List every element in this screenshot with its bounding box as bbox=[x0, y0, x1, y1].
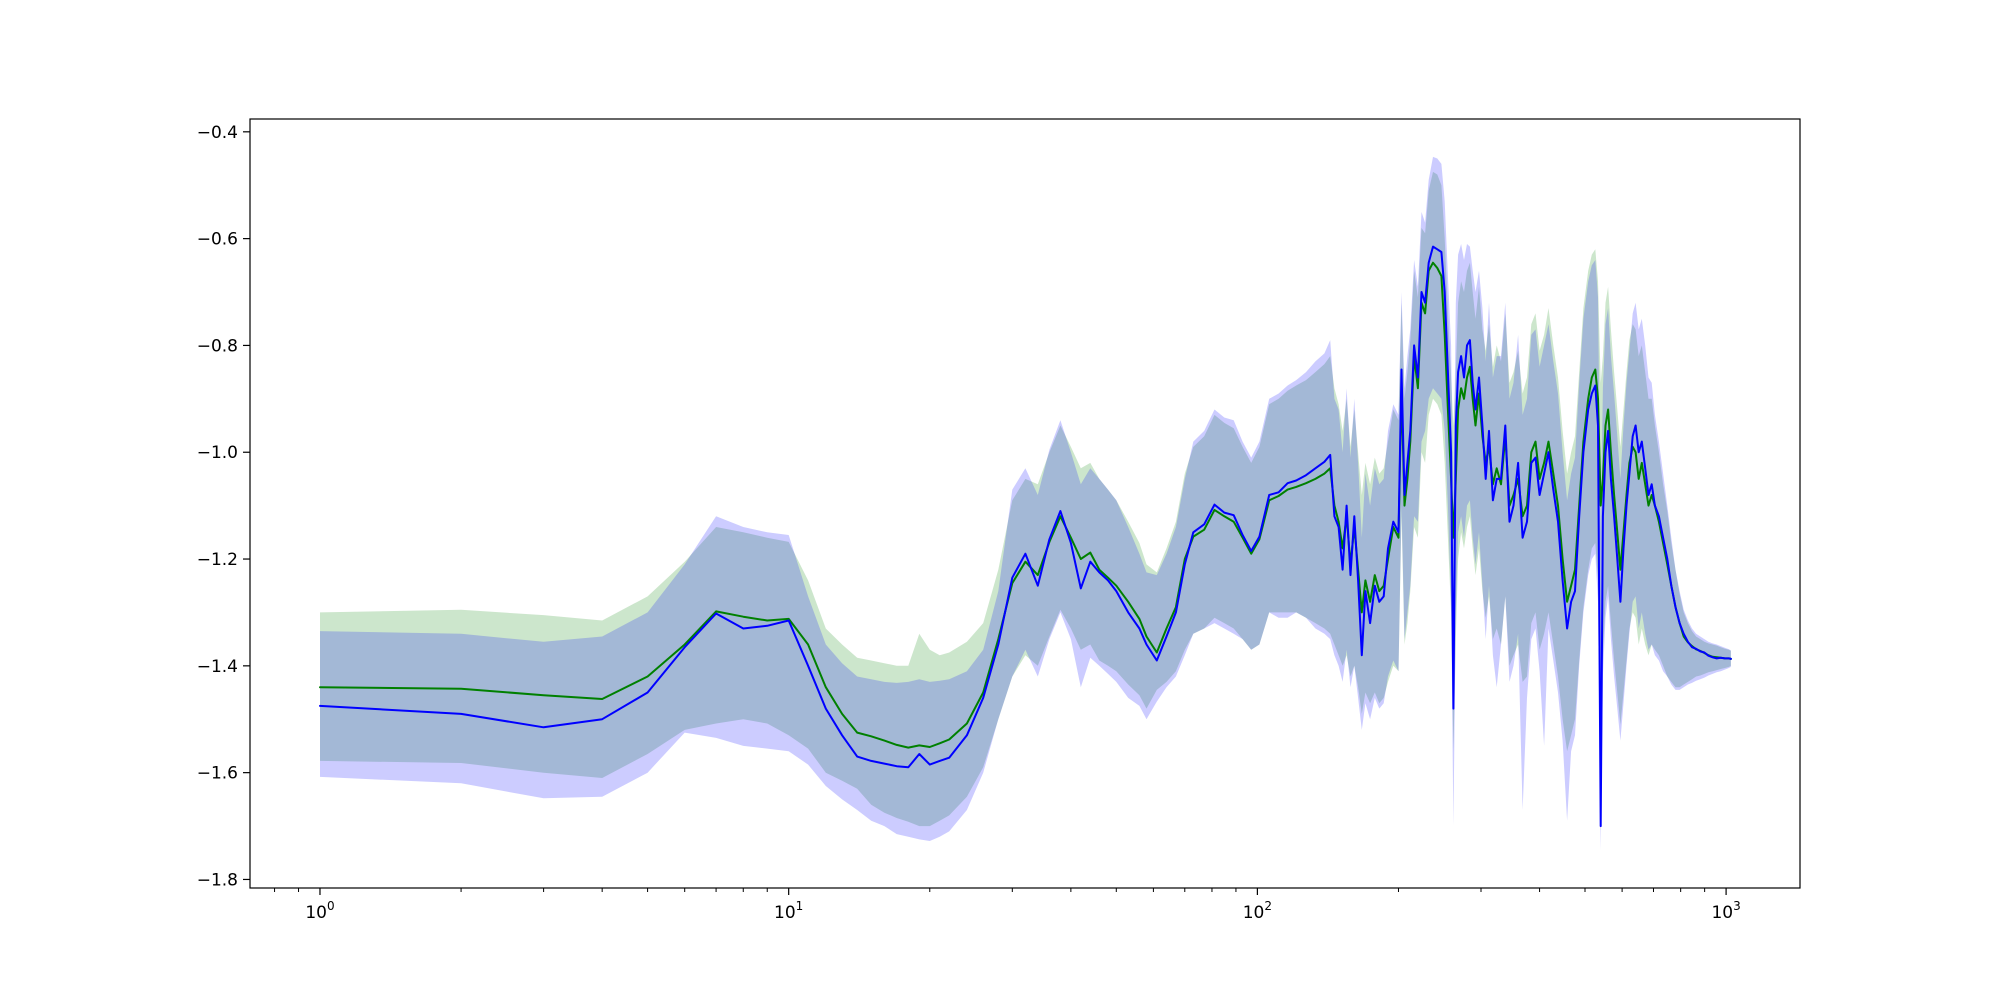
y-tick-label: −1.6 bbox=[197, 764, 238, 784]
y-tick-label: −1.8 bbox=[197, 870, 238, 890]
plot-border bbox=[249, 118, 1801, 889]
blue-band-area bbox=[320, 156, 1731, 851]
y-tick-label: −0.6 bbox=[197, 230, 238, 250]
x-tick-label: 101 bbox=[774, 899, 803, 923]
y-tick-label: −0.8 bbox=[197, 336, 238, 356]
blue-series-line bbox=[319, 245, 1732, 828]
x-tick-label: 102 bbox=[1243, 899, 1272, 923]
y-tick-label: −1.0 bbox=[197, 443, 238, 463]
y-tick-label: −1.4 bbox=[197, 657, 238, 677]
x-tick-label: 100 bbox=[305, 899, 334, 923]
y-tick-label: −0.4 bbox=[197, 123, 238, 143]
y-tick-label: −1.2 bbox=[197, 550, 238, 570]
x-tick-label: 103 bbox=[1711, 899, 1740, 923]
